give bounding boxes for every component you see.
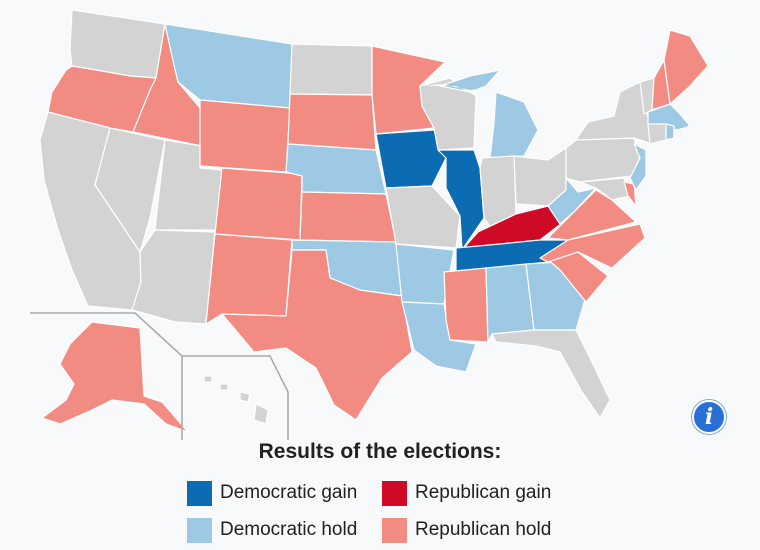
state-hawaii-maui[interactable] <box>239 391 251 403</box>
state-indiana[interactable] <box>479 155 517 227</box>
state-nevada[interactable] <box>94 127 166 253</box>
legend-swatch-republican-hold <box>382 517 407 543</box>
state-texas[interactable] <box>221 249 413 421</box>
us-election-map <box>30 9 709 440</box>
state-hawaii-oahu[interactable] <box>219 383 229 391</box>
state-missouri[interactable] <box>385 185 461 249</box>
legend-swatch-democratic-gain <box>187 480 212 506</box>
state-hawaii-big-island[interactable] <box>253 403 269 425</box>
legend-item-democratic-hold: Democratic hold <box>187 517 357 543</box>
state-florida[interactable] <box>491 329 611 419</box>
state-maine[interactable] <box>663 29 709 105</box>
legend-label-republican-gain: Republican gain <box>415 482 552 503</box>
legend-label-democratic-hold: Democratic hold <box>220 519 358 540</box>
info-icon[interactable]: i <box>692 400 726 434</box>
state-kansas[interactable] <box>299 191 397 243</box>
state-west-virginia[interactable] <box>547 177 597 225</box>
state-rhode-island[interactable] <box>665 123 675 141</box>
state-colorado[interactable] <box>214 167 303 241</box>
state-south-dakota[interactable] <box>287 93 377 151</box>
state-mississippi[interactable] <box>443 267 489 343</box>
state-iowa[interactable] <box>375 129 447 189</box>
state-new-mexico[interactable] <box>205 233 293 325</box>
state-arizona[interactable] <box>131 229 216 325</box>
state-connecticut[interactable] <box>647 123 667 145</box>
legend-label-republican-hold: Republican hold <box>415 519 552 540</box>
state-michigan[interactable] <box>489 91 539 159</box>
state-delaware[interactable] <box>623 181 637 207</box>
legend-swatch-republican-gain <box>382 480 407 506</box>
legend-item-republican-hold: Republican hold <box>382 517 551 543</box>
state-maryland[interactable] <box>579 177 631 201</box>
inset-borders <box>30 312 289 440</box>
legend-swatch-democratic-hold <box>187 517 212 543</box>
legend-item-democratic-gain: Democratic gain <box>187 480 357 506</box>
legend-title: Results of the elections: <box>258 440 502 463</box>
great-lakes <box>424 72 566 158</box>
state-hawaii-kauai[interactable] <box>203 375 213 383</box>
state-north-dakota[interactable] <box>289 43 373 96</box>
state-pennsylvania[interactable] <box>565 137 641 183</box>
legend-item-republican-gain: Republican gain <box>382 480 551 506</box>
legend-label-democratic-gain: Democratic gain <box>220 482 358 503</box>
state-alaska[interactable] <box>41 321 189 433</box>
state-wyoming[interactable] <box>199 99 291 173</box>
state-new-jersey[interactable] <box>629 143 647 191</box>
